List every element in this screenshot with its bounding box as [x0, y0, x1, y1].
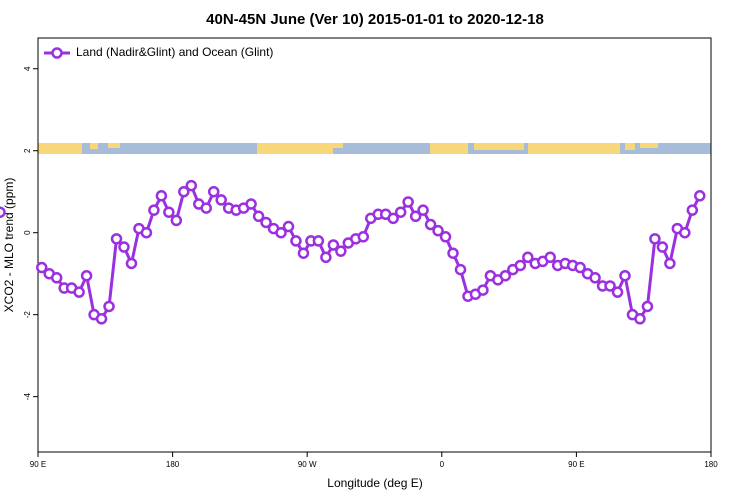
data-point	[245, 198, 257, 210]
x-tick-label: 90 E	[30, 460, 46, 469]
data-point	[634, 313, 646, 325]
data-point	[432, 224, 444, 237]
data-point	[522, 251, 534, 264]
y-tick-label: 2	[23, 148, 32, 153]
data-point	[140, 226, 153, 239]
data-point	[402, 196, 414, 208]
data-point	[207, 185, 220, 198]
data-point	[0, 206, 6, 218]
data-point	[649, 233, 661, 245]
data-point	[656, 241, 669, 253]
data-point	[409, 210, 422, 223]
data-point	[148, 204, 160, 216]
data-point	[312, 235, 325, 247]
y-tick-label: 0	[23, 230, 32, 235]
x-tick-label: 180	[704, 460, 718, 469]
plot-frame	[37, 37, 712, 453]
legend-label: Land (Nadir&Glint) and Ocean (Glint)	[76, 45, 273, 59]
data-point	[394, 206, 407, 218]
data-point	[477, 284, 489, 296]
data-point	[589, 272, 601, 284]
data-point	[215, 194, 227, 206]
y-axis-label: XCO2 - MLO trend (ppm)	[2, 178, 16, 313]
data-point	[357, 231, 370, 243]
data-point	[499, 269, 512, 282]
data-point	[252, 210, 265, 223]
data-point	[163, 206, 175, 218]
data-point	[320, 251, 332, 264]
x-axis-label: Longitude (deg E)	[327, 476, 422, 490]
data-point	[335, 245, 347, 257]
data-point	[664, 257, 676, 270]
data-point	[619, 269, 631, 282]
legend-marker	[51, 47, 63, 59]
data-point	[297, 247, 310, 259]
data-point	[170, 214, 183, 227]
data-point	[611, 286, 624, 298]
data-point	[73, 286, 85, 298]
data-point	[50, 272, 63, 284]
data-point	[200, 202, 212, 214]
data-point	[125, 257, 138, 270]
data-point	[95, 313, 108, 325]
data-point	[275, 226, 287, 239]
data-point	[155, 190, 168, 202]
data-point	[424, 218, 437, 231]
y-tick-label: -2	[23, 311, 32, 319]
data-point	[686, 204, 699, 216]
data-point	[439, 231, 452, 243]
data-point	[327, 239, 340, 251]
data-point	[110, 233, 123, 245]
x-tick-label: 0	[440, 460, 445, 469]
x-tick-label: 90 E	[568, 460, 584, 469]
series-line	[40, 183, 702, 321]
data-point	[80, 269, 93, 282]
data-point	[514, 259, 527, 272]
data-point	[282, 220, 295, 233]
data-point	[387, 212, 399, 225]
data-point	[103, 300, 115, 313]
y-tick-label: -4	[23, 393, 32, 401]
data-point	[185, 179, 198, 192]
x-tick-label: 180	[166, 460, 180, 469]
data-point	[290, 235, 302, 247]
data-point	[679, 226, 691, 239]
data-point	[417, 204, 429, 216]
y-tick-label: 4	[23, 66, 32, 71]
data-point	[604, 280, 616, 292]
x-tick-label: 90 W	[298, 460, 317, 469]
data-point	[35, 261, 48, 274]
data-point	[641, 300, 654, 313]
data-point	[574, 261, 586, 274]
data-point	[694, 190, 706, 202]
chart-title: 40N-45N June (Ver 10) 2015-01-01 to 2020…	[206, 11, 544, 28]
data-point	[544, 251, 556, 264]
data-point	[260, 216, 272, 229]
data-point	[118, 241, 130, 253]
data-point	[178, 185, 190, 198]
land-ocean-strip	[38, 143, 711, 154]
data-point	[454, 263, 467, 276]
data-point	[447, 247, 459, 259]
